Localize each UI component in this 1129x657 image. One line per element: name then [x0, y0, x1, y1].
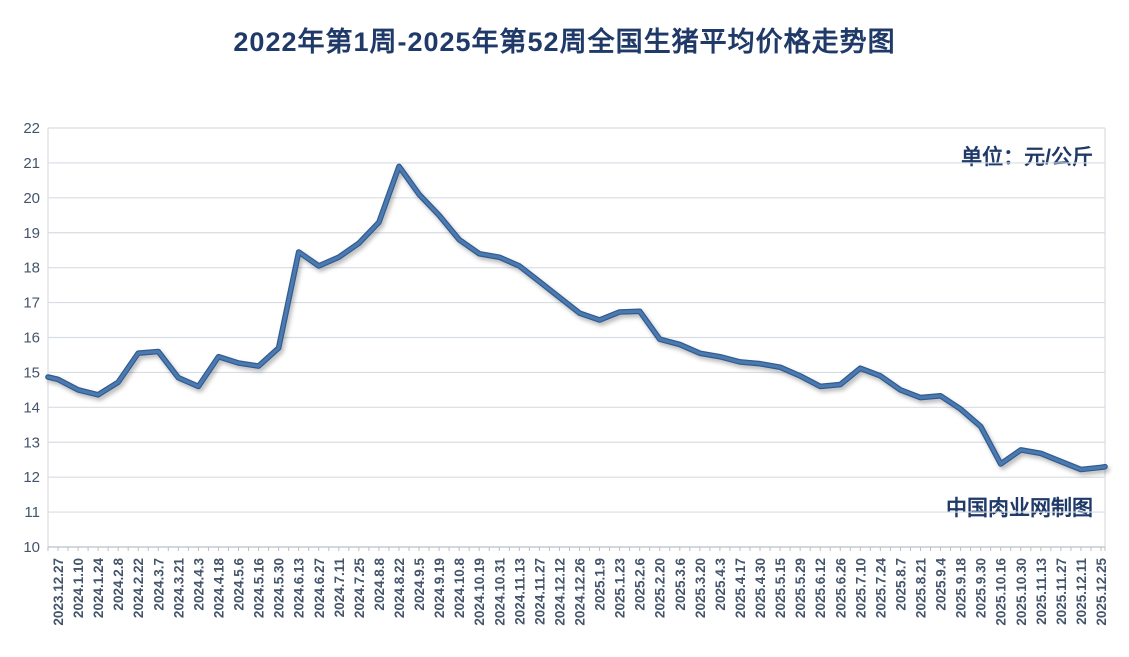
x-tick-label: 2024.12.12 — [552, 558, 567, 626]
x-tick-label: 2024.8.8 — [372, 558, 387, 611]
x-tick-label: 2023.12.27 — [51, 558, 66, 626]
x-tick-label: 2025.10.30 — [1014, 558, 1029, 626]
x-tick-label: 2025.7.10 — [853, 558, 868, 618]
x-tick-label: 2025.5.29 — [793, 558, 808, 618]
x-tick-label: 2025.2.6 — [633, 558, 648, 611]
x-tick-label: 2025.2.20 — [653, 558, 668, 618]
x-tick-label: 2024.12.26 — [573, 558, 588, 626]
x-tick-label: 2025.11.13 — [1034, 558, 1049, 625]
price-line-outline — [45, 163, 1108, 473]
x-tick-label: 2025.8.21 — [913, 558, 928, 619]
y-tick-label: 11 — [24, 504, 40, 521]
credit-watermark: 中国肉业网制图 — [946, 497, 1093, 520]
x-tick-label: 2024.9.19 — [432, 558, 447, 618]
x-tick-label: 2024.3.7 — [151, 558, 166, 611]
x-tick-label: 2024.10.8 — [452, 558, 467, 619]
x-tick-label: 2024.5.30 — [272, 558, 287, 618]
y-tick-label: 13 — [23, 434, 40, 451]
y-tick-label: 19 — [23, 225, 40, 242]
x-tick-label: 2025.8.7 — [893, 558, 908, 611]
chart-title: 2022年第1周-2025年第52周全国生猪平均价格走势图 — [233, 27, 896, 57]
x-tick-label: 2024.1.24 — [91, 558, 106, 619]
x-tick-label: 2025.4.17 — [733, 558, 748, 618]
x-tick-label: 2024.6.27 — [312, 558, 327, 618]
x-tick-label: 2025.12.11 — [1074, 558, 1089, 625]
x-tick-label: 2025.5.15 — [773, 558, 788, 619]
y-tick-label: 22 — [23, 120, 40, 137]
x-tick-label: 2024.11.27 — [532, 558, 547, 625]
x-axis — [47, 546, 1106, 551]
price-line-group — [45, 163, 1108, 473]
price-line — [46, 164, 1107, 472]
x-tick-labels: 2023.12.27 2024.1.10 2024.1.24 2024.2.8 2024… — [51, 558, 1109, 626]
x-tick-label: 2024.2.8 — [111, 558, 126, 611]
x-tick-label: 2025.6.26 — [833, 558, 848, 619]
x-tick-label: 2025.9.18 — [954, 558, 969, 619]
y-tick-label: 16 — [23, 330, 40, 347]
y-tick-labels: 10 11 12 13 14 15 16 17 18 19 20 21 22 — [23, 120, 40, 556]
x-tick-label: 2024.5.16 — [252, 558, 267, 619]
x-tick-label: 2025.1.9 — [593, 558, 608, 611]
y-tick-label: 14 — [23, 399, 40, 416]
x-tick-label: 2024.3.21 — [171, 558, 186, 619]
x-tick-label: 2024.11.13 — [512, 558, 527, 625]
y-tick-label: 18 — [23, 260, 40, 277]
x-tick-label: 2024.5.6 — [232, 558, 247, 611]
x-tick-label: 2025.10.16 — [994, 558, 1009, 626]
x-tick-label: 2025.9.30 — [974, 558, 989, 618]
x-tick-label: 2025.11.27 — [1054, 558, 1069, 625]
x-tick-label: 2025.6.12 — [813, 558, 828, 618]
x-tick-label: 2024.6.13 — [292, 558, 307, 619]
x-tick-label: 2024.4.3 — [191, 558, 206, 611]
x-tick-label: 2024.7.25 — [352, 558, 367, 619]
x-tick-label: 2024.7.11 — [332, 558, 347, 618]
x-tick-label: 2025.1.23 — [613, 558, 628, 619]
x-tick-label: 2024.10.19 — [472, 558, 487, 626]
x-tick-label: 2024.10.31 — [492, 558, 507, 626]
y-tick-label: 12 — [23, 469, 40, 486]
x-tick-label: 2025.9.4 — [934, 558, 949, 611]
x-tick-label: 2024.2.22 — [131, 558, 146, 618]
x-tick-label: 2024.8.22 — [392, 558, 407, 618]
gridlines — [47, 127, 1106, 547]
x-tick-label: 2025.3.6 — [673, 558, 688, 611]
x-tick-label: 2024.9.5 — [412, 558, 427, 611]
y-tick-label: 10 — [23, 539, 40, 556]
y-tick-label: 15 — [23, 364, 40, 381]
x-tick-label: 2025.7.24 — [873, 558, 888, 619]
y-tick-label: 20 — [23, 190, 40, 207]
x-tick-label: 2024.4.18 — [211, 558, 226, 619]
y-tick-label: 21 — [23, 155, 40, 172]
x-tick-label: 2025.4.30 — [753, 558, 768, 618]
y-tick-label: 17 — [23, 295, 40, 312]
x-tick-label: 2025.4.3 — [713, 558, 728, 611]
x-tick-label: 2024.1.10 — [71, 558, 86, 618]
x-tick-label: 2025.12.25 — [1094, 558, 1109, 626]
x-tick-label: 2025.3.20 — [693, 558, 708, 618]
